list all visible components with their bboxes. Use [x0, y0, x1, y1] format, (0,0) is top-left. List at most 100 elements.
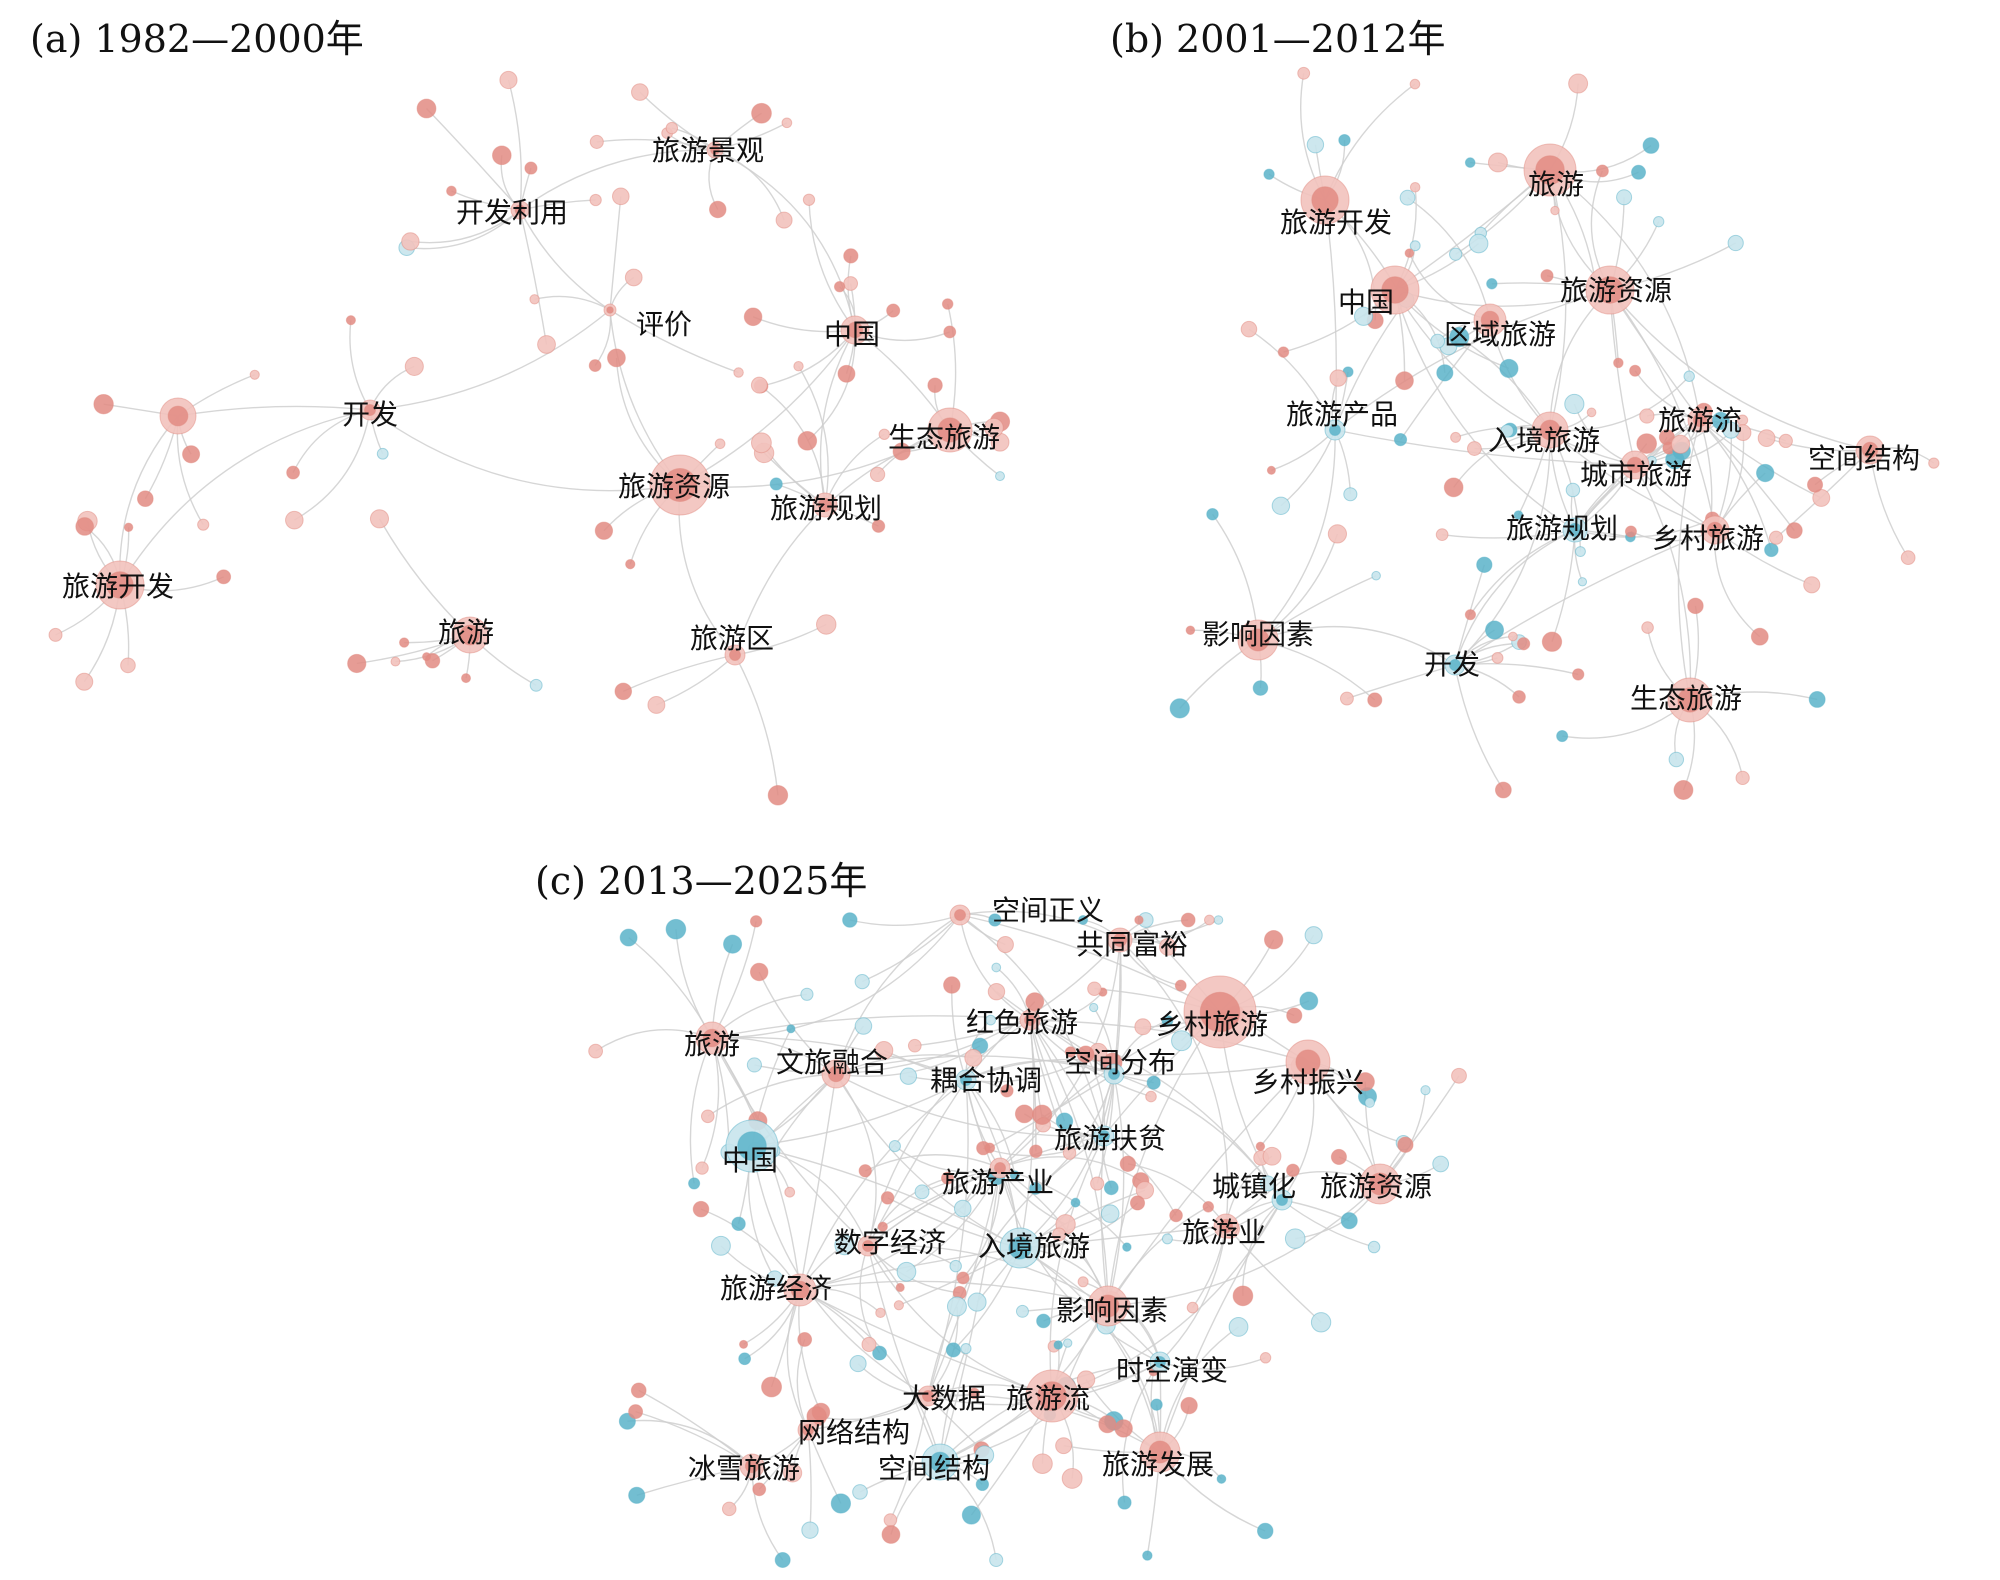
node — [1174, 979, 1187, 992]
node — [880, 1191, 895, 1205]
node — [1404, 248, 1415, 258]
edge — [293, 409, 371, 521]
edge — [636, 1465, 753, 1496]
label-c-rural-tourism: 乡村旅游 — [1156, 1008, 1268, 1041]
node — [1186, 1301, 1199, 1314]
node — [197, 518, 210, 531]
node — [1000, 1084, 1014, 1098]
label-b-tourism-planning: 旅游规划 — [1506, 512, 1618, 545]
edge — [119, 409, 371, 586]
edge — [965, 1001, 1036, 1081]
node — [869, 466, 886, 483]
node — [48, 627, 63, 642]
node — [1450, 431, 1462, 443]
label-c-digital-economy: 数字经济 — [834, 1226, 946, 1259]
node — [1338, 133, 1351, 147]
panel-c-title: (c) 2013—2025年 — [535, 859, 867, 903]
edge — [1324, 199, 1338, 431]
node — [1310, 1312, 1332, 1333]
edge — [1280, 429, 1336, 507]
edge — [835, 1073, 877, 1247]
label-a-tourism-area: 旅游区 — [690, 622, 774, 655]
node — [1213, 915, 1224, 925]
edge — [1082, 1281, 1161, 1363]
node — [1355, 1072, 1375, 1092]
node — [888, 1140, 901, 1153]
node — [376, 447, 389, 460]
node — [1367, 1240, 1381, 1254]
node — [1327, 524, 1348, 544]
node — [976, 1140, 991, 1156]
edge — [786, 1289, 809, 1431]
label-c-tourism-flow: 旅游流 — [1006, 1382, 1090, 1415]
label-c-inbound-tourism: 入境旅游 — [978, 1230, 1090, 1263]
node — [1371, 570, 1381, 581]
edge — [711, 1037, 869, 1247]
node — [927, 377, 943, 393]
node — [1652, 215, 1665, 228]
node — [499, 70, 518, 90]
node — [1586, 407, 1597, 418]
node — [1550, 205, 1560, 216]
node — [1311, 186, 1339, 214]
node — [1393, 432, 1408, 447]
node — [1064, 1046, 1077, 1058]
node — [123, 522, 134, 533]
node — [1078, 914, 1089, 926]
node — [1577, 577, 1588, 587]
edge — [1159, 1225, 1227, 1363]
node — [1284, 1228, 1306, 1249]
node — [922, 1390, 934, 1402]
node — [761, 1376, 783, 1398]
node — [943, 976, 961, 994]
node — [369, 509, 390, 529]
node — [1055, 1437, 1073, 1455]
edge — [835, 1073, 1105, 1138]
node — [459, 624, 481, 646]
node — [1036, 1313, 1051, 1329]
node — [1134, 915, 1144, 925]
node — [1276, 1194, 1288, 1206]
node — [750, 376, 768, 394]
edge — [622, 654, 736, 693]
edge — [1225, 1225, 1322, 1323]
edge — [1454, 664, 1504, 791]
node — [1409, 78, 1421, 90]
edge — [1029, 1019, 1071, 1154]
node — [731, 1216, 746, 1232]
node — [1339, 691, 1354, 706]
node — [749, 962, 769, 982]
node — [1572, 668, 1585, 681]
edge — [1699, 419, 1795, 531]
edge — [1281, 1199, 1350, 1222]
node — [1169, 1208, 1183, 1223]
label-c-tourism-resources: 旅游资源 — [1320, 1170, 1432, 1203]
edge — [292, 409, 371, 473]
node — [830, 1493, 852, 1514]
edge — [798, 1289, 822, 1413]
node — [589, 193, 602, 207]
label-a-eco-tourism: 生态旅游 — [888, 421, 1000, 454]
node — [1568, 73, 1589, 94]
edge — [1699, 419, 1773, 551]
node — [854, 973, 870, 990]
node — [1329, 424, 1341, 436]
node — [988, 913, 1002, 927]
node — [424, 652, 441, 669]
edge — [1454, 662, 1579, 676]
node — [834, 1234, 855, 1256]
node — [987, 982, 1006, 1001]
node — [1037, 1381, 1067, 1411]
edge — [1394, 289, 1611, 307]
node — [1199, 991, 1241, 1033]
edge — [534, 295, 611, 311]
node — [285, 510, 304, 530]
node — [1595, 164, 1609, 178]
node — [843, 276, 859, 291]
node — [401, 232, 420, 251]
edge — [1281, 1199, 1375, 1248]
edge — [808, 199, 856, 331]
edge — [714, 149, 856, 331]
label-c-influencing-factors: 影响因素 — [1056, 1294, 1168, 1327]
edge — [1159, 1357, 1266, 1370]
